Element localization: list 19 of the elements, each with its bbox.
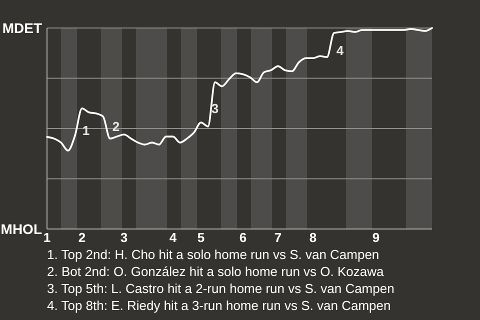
x-tick-label: 9 xyxy=(372,230,380,245)
annotation: 4 xyxy=(336,43,344,58)
x-tick-label: 4 xyxy=(169,230,178,245)
text: 2. Bot 2nd: O. González hit a solo home run vs O. Kozawa xyxy=(47,264,384,279)
text: 4. Top 8th: E. Riedy hit a 3-run home run vs S. van Campen xyxy=(47,298,391,313)
x-tick-label: 7 xyxy=(274,230,282,245)
x-tick-label: 3 xyxy=(120,230,128,245)
text: MDET xyxy=(2,20,42,36)
x-tick-label: 2 xyxy=(78,230,86,245)
annotation: 3 xyxy=(211,101,219,116)
annotation: 2 xyxy=(112,119,120,134)
annotation: 1 xyxy=(82,123,90,138)
x-tick-label: 1 xyxy=(43,230,51,245)
x-tick-label: 6 xyxy=(239,230,247,245)
x-tick-label: 5 xyxy=(197,230,205,245)
x-tick-label: 8 xyxy=(309,230,317,245)
text: 3. Top 5th: L. Castro hit a 2-run home run vs S. van Campen xyxy=(47,281,394,296)
text: 1. Top 2nd: H. Cho hit a solo home run vs S. van Campen xyxy=(47,247,380,262)
text: MHOL xyxy=(0,220,42,237)
